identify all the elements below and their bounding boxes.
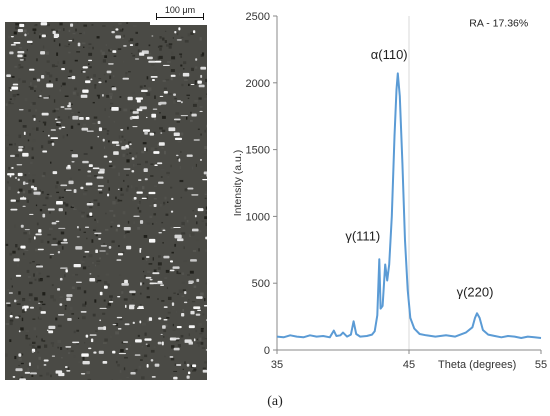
x-axis-label: Theta (degrees) [438, 359, 516, 371]
chart-series [276, 72, 542, 339]
chart-tick-labels: 0 500 1000 1500 2000 2500 35 45 55 [246, 11, 548, 371]
xrd-series-line [276, 72, 542, 339]
scale-bar: 100 μm [150, 5, 210, 25]
scale-bar-line [156, 17, 204, 18]
y-tick-label: 2500 [246, 11, 270, 23]
scale-bar-left-tick [156, 13, 157, 20]
figure-caption: (a) [267, 394, 283, 409]
chart-annotations: RA - 17.36% α(110) γ(111) γ(220) [345, 18, 528, 300]
y-tick-label: 1500 [246, 145, 270, 157]
annotation-label: α(110) [371, 47, 408, 62]
annotation-label: γ(111) [345, 228, 380, 243]
annotation-label: γ(220) [457, 285, 494, 300]
y-tick-label: 2000 [246, 78, 270, 90]
xrd-chart: 0 500 1000 1500 2000 2500 35 45 55 RA - 17.36% α(… [232, 11, 548, 371]
micrograph [5, 22, 207, 380]
y-tick-label: 500 [252, 278, 270, 290]
y-axis-label: Intensity (a.u.) [232, 150, 244, 217]
y-tick-label: 1000 [246, 211, 270, 223]
x-tick-label: 35 [271, 359, 283, 371]
scale-bar-label: 100 μm [164, 5, 196, 15]
x-tick-label: 55 [535, 359, 547, 371]
x-tick-label: 45 [403, 359, 415, 371]
micrograph-texture [5, 22, 207, 380]
scale-bar-right-tick [203, 13, 204, 20]
annotation-label: RA - 17.36% [469, 18, 528, 30]
y-tick-label: 0 [264, 345, 270, 357]
